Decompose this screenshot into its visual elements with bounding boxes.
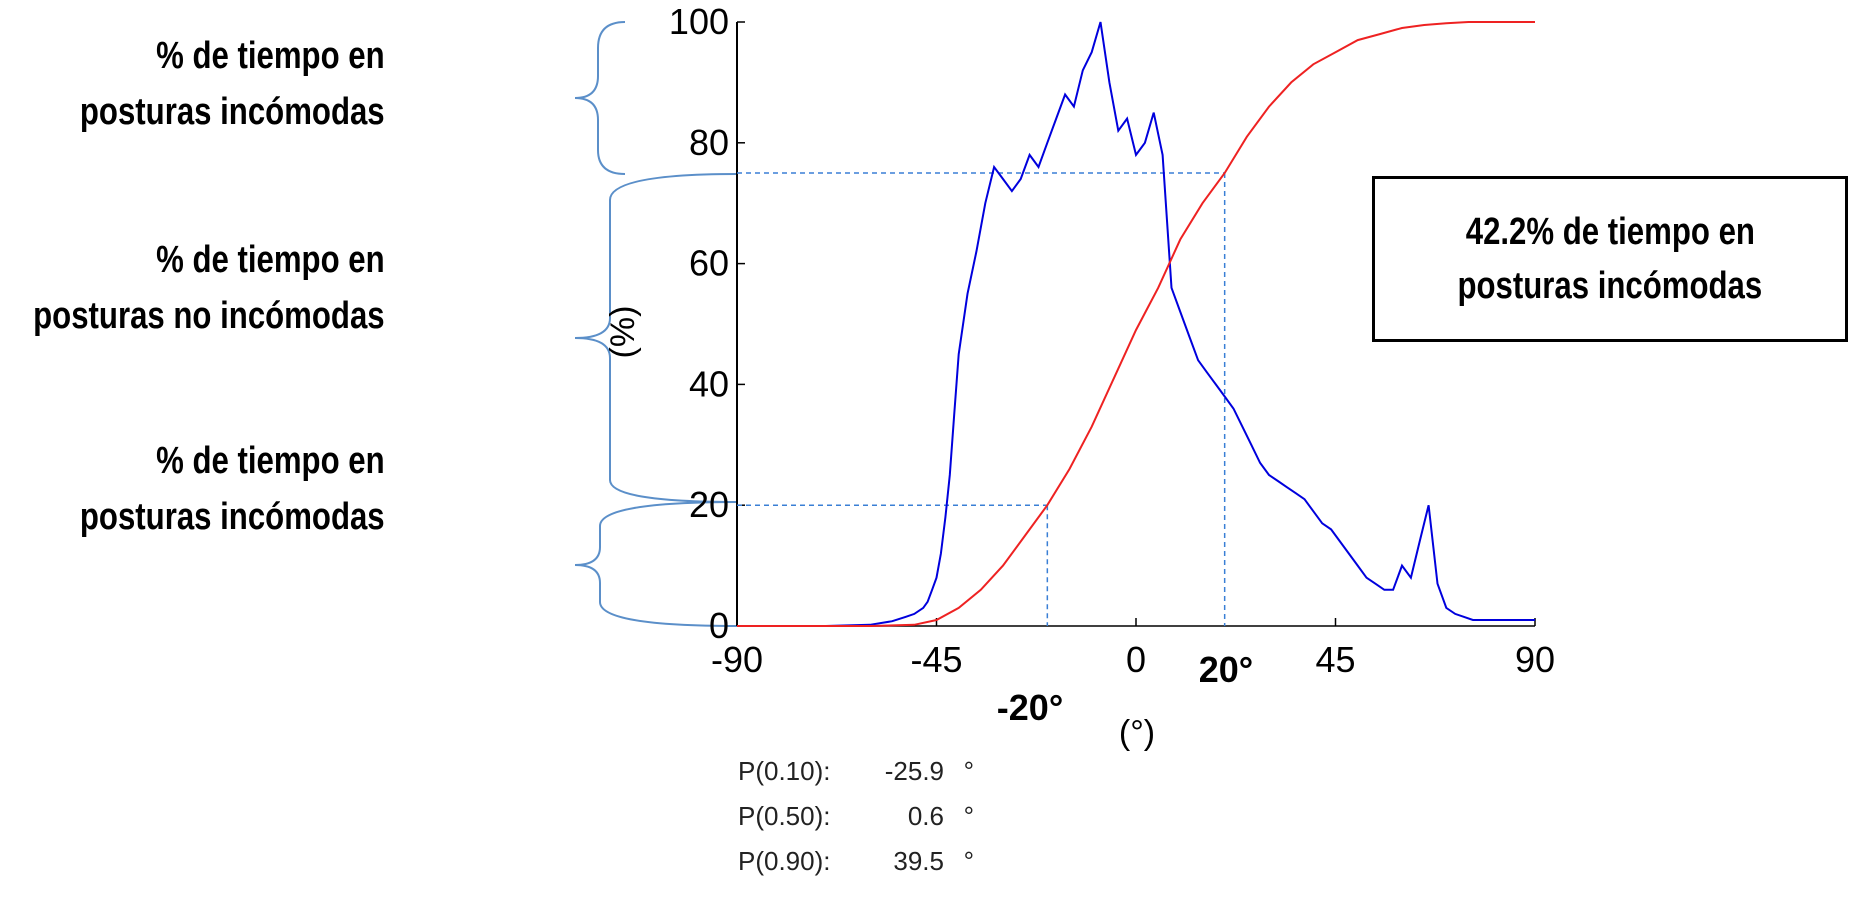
percentile-unit: ° [944, 801, 974, 846]
annotation-neg20: -20° [997, 687, 1063, 728]
annotation-box-line1: 42.2% de tiempo en [1465, 205, 1754, 259]
percentile-key: P(0.10): [738, 756, 858, 801]
y-tick-label: 20 [689, 484, 729, 525]
percentile-row: P(0.50): 0.6 ° [738, 801, 974, 846]
percentile-row: P(0.10): -25.9 ° [738, 756, 974, 801]
y-tick-label: 60 [689, 243, 729, 284]
x-tick-label: -90 [711, 639, 763, 680]
annotation-box: 42.2% de tiempo en posturas incómodas [1372, 176, 1848, 342]
y-tick-label: 100 [669, 1, 729, 42]
brace-middle [575, 174, 737, 502]
annotation-box-line2: posturas incómodas [1458, 259, 1763, 313]
y-tick-label: 40 [689, 363, 729, 404]
x-tick-label: 0 [1126, 639, 1146, 680]
percentile-value: -25.9 [858, 756, 944, 801]
percentile-unit: ° [944, 756, 974, 801]
percentile-key: P(0.50): [738, 801, 858, 846]
brace-group [575, 22, 737, 626]
x-tick-label: 90 [1515, 639, 1555, 680]
x-tick-label: -45 [910, 639, 962, 680]
x-axis-label: (°) [1119, 714, 1155, 752]
percentile-row: P(0.90): 39.5 ° [738, 846, 974, 891]
percentile-table: P(0.10): -25.9 ° P(0.50): 0.6 ° P(0.90):… [738, 756, 974, 891]
x-tick-label: 45 [1315, 639, 1355, 680]
percentile-unit: ° [944, 846, 974, 891]
percentile-value: 39.5 [858, 846, 944, 891]
percentile-value: 0.6 [858, 801, 944, 846]
percentile-key: P(0.90): [738, 846, 858, 891]
annotation-pos20: 20° [1199, 649, 1253, 690]
y-tick-label: 80 [689, 122, 729, 163]
y-axis-label: (%) [604, 306, 642, 359]
brace-top [575, 22, 625, 174]
